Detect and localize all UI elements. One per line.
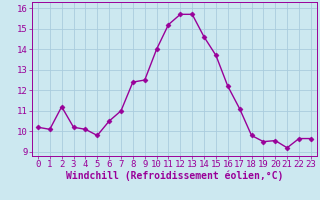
X-axis label: Windchill (Refroidissement éolien,°C): Windchill (Refroidissement éolien,°C)	[66, 171, 283, 181]
